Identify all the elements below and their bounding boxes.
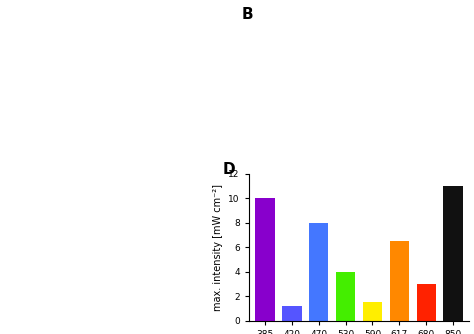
Bar [363,302,382,321]
Text: C: C [5,174,16,189]
Bar [417,284,436,321]
Bar [255,198,274,321]
Y-axis label: max. intensity [mW cm⁻²]: max. intensity [mW cm⁻²] [213,184,223,311]
Bar [309,223,328,321]
Bar [282,306,301,321]
Text: D: D [222,162,235,177]
Bar [336,272,356,321]
Text: A: A [5,7,16,22]
Bar [390,241,409,321]
Text: B: B [242,7,254,22]
Bar [444,186,463,321]
